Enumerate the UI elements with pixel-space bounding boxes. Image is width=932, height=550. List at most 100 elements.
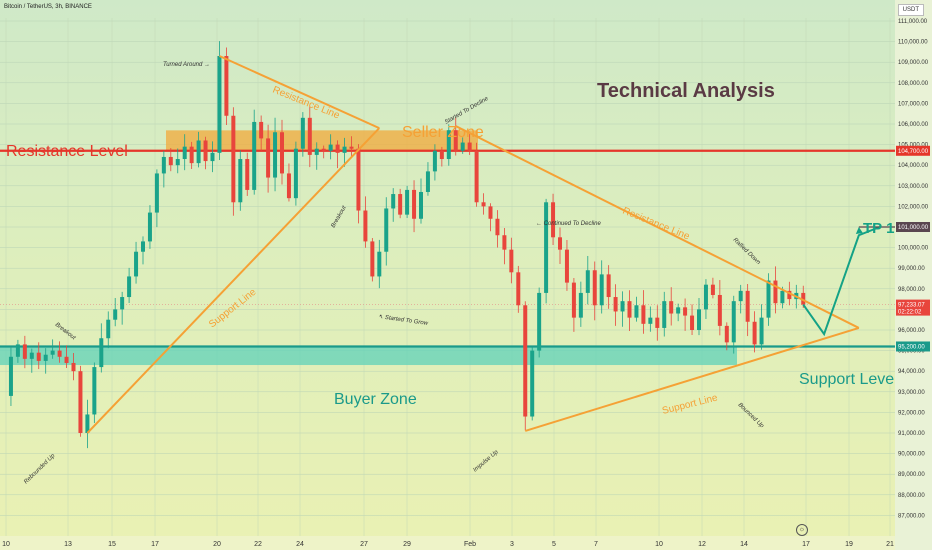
candle-body [641, 305, 646, 324]
candle-body [432, 150, 437, 172]
candle-body [300, 117, 305, 149]
candle-body [106, 319, 111, 339]
candle-body [676, 307, 681, 314]
zones [0, 130, 895, 366]
candle-body [384, 208, 389, 252]
candle-body [161, 156, 166, 174]
time-axis: 10 13 15 17 20 22 24 27 29 Feb 3 5 7 10 12 14 17 19 21 [0, 536, 895, 550]
candle-body [370, 241, 375, 277]
candle-body [801, 292, 806, 305]
candle-body [558, 237, 562, 250]
candle-body [710, 284, 715, 295]
started-to-grow-note: ↖ Started To Grow [378, 314, 429, 327]
candle-body [669, 301, 674, 314]
candle-body [266, 138, 271, 178]
candle-body [377, 251, 382, 277]
projection-path [802, 226, 881, 337]
price-tag [896, 222, 930, 232]
price-tag-label: 97,233.07 [898, 303, 925, 309]
candle-body [154, 173, 159, 213]
candle-body [592, 270, 597, 306]
resistance-line-2 [455, 125, 860, 329]
candle-body [175, 159, 180, 166]
time-tick-label: Feb [464, 541, 476, 548]
candle-body [613, 297, 618, 312]
price-tag-label: 95,200.00 [898, 344, 925, 350]
candle-body [286, 173, 291, 199]
seller-zone-label: Seller Zone [402, 124, 484, 141]
candle-body [210, 152, 215, 162]
candle-body [217, 56, 222, 153]
candle-body [516, 272, 521, 306]
candle-body [29, 352, 34, 359]
price-tick-label: 87,000.00 [898, 513, 925, 519]
price-tick-label: 109,000.00 [898, 60, 929, 66]
price-axis-bg [895, 0, 932, 550]
candle-body [113, 309, 118, 320]
candle-body [425, 171, 430, 192]
candle-body [189, 146, 194, 164]
candle-body [606, 274, 611, 298]
time-tick-label: 15 [108, 541, 116, 548]
grid [0, 18, 895, 536]
time-tick-label: 27 [360, 541, 368, 548]
price-tick-label: 93,000.00 [898, 390, 925, 396]
candle-body [134, 251, 139, 277]
support-line-1-label: Support Line [207, 287, 259, 331]
time-tick-label: 12 [698, 541, 706, 548]
resistance-line-1-label: Resistance Line [271, 85, 341, 122]
price-tick-label: 89,000.00 [898, 472, 925, 478]
continued-to-decline-note: ← Continued To Decline [536, 221, 601, 227]
price-tick-label: 96,000.00 [898, 328, 925, 334]
price-axis: 87,000.00 88,000.00 89,000.00 90,000.00 91,0… [895, 0, 932, 550]
candle-body [293, 148, 298, 199]
turned-around-note: Turned Around → [163, 62, 210, 68]
candle-body [349, 146, 354, 149]
candle-body [356, 148, 361, 211]
price-tick-label: 107,000.00 [898, 101, 929, 107]
candle-body [585, 270, 590, 293]
candle-body [495, 218, 500, 236]
support-line-1 [86, 127, 381, 434]
price-tick-label: 95,000.00 [898, 349, 925, 355]
candle-body [599, 274, 604, 306]
tp1-label: TP 1 [863, 220, 894, 237]
buyer-zone [0, 346, 737, 366]
candle-body [419, 191, 423, 219]
axis-unit-badge[interactable]: USDT [897, 4, 924, 16]
candle-body [703, 284, 708, 310]
candle-body [64, 356, 69, 363]
candle-body [745, 290, 750, 322]
price-tick-label: 105,000.00 [898, 143, 929, 149]
time-tick-label: 21 [886, 541, 894, 548]
candle-body [467, 142, 472, 151]
price-tick-label: 100,000.00 [898, 246, 929, 252]
candle-body [314, 148, 319, 155]
candle-body [224, 56, 229, 116]
candle-body [724, 325, 729, 343]
candle-body [36, 352, 41, 361]
time-tick-label: 17 [151, 541, 159, 548]
candle-body [50, 350, 55, 355]
candle-body [321, 148, 326, 151]
candles [8, 41, 806, 449]
candle-body [182, 146, 187, 160]
candle-body [787, 290, 792, 300]
candle-body [43, 354, 48, 361]
candle-body [71, 362, 76, 372]
candle-body [717, 294, 722, 326]
candle-body [697, 309, 701, 330]
candle-body [335, 144, 340, 153]
price-tick-label: 90,000.00 [898, 452, 925, 458]
candle-body [405, 189, 410, 215]
resistance-line-1 [219, 55, 380, 130]
candle-body [120, 297, 125, 310]
candle-body [551, 202, 556, 238]
candle-body [15, 344, 20, 357]
candle-body [530, 350, 535, 417]
support-line-2 [524, 326, 860, 432]
candle-body [620, 301, 625, 312]
candle-body [203, 140, 208, 162]
candle-body [8, 356, 13, 396]
